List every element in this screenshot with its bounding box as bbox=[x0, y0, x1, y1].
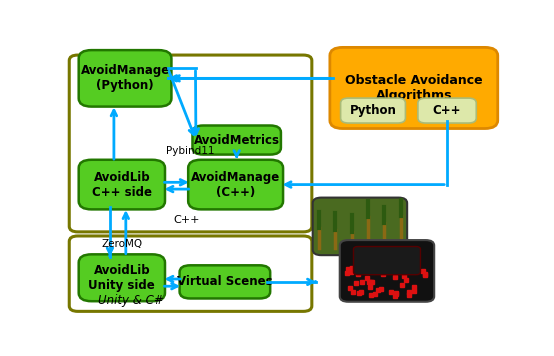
Text: Pybind11: Pybind11 bbox=[166, 146, 214, 157]
FancyBboxPatch shape bbox=[79, 50, 171, 106]
FancyBboxPatch shape bbox=[341, 98, 406, 123]
Text: AvoidManage
(Python): AvoidManage (Python) bbox=[80, 64, 170, 92]
FancyBboxPatch shape bbox=[330, 47, 497, 129]
Text: Virtual Scenes: Virtual Scenes bbox=[177, 276, 273, 288]
Text: AvoidLib
Unity side: AvoidLib Unity side bbox=[89, 264, 155, 292]
FancyBboxPatch shape bbox=[192, 126, 281, 155]
FancyBboxPatch shape bbox=[79, 254, 165, 301]
Text: Python: Python bbox=[350, 104, 397, 117]
Text: AvoidMetrics: AvoidMetrics bbox=[194, 134, 280, 147]
FancyBboxPatch shape bbox=[340, 240, 434, 302]
Text: C++: C++ bbox=[433, 104, 461, 117]
Text: Obstacle Avoidance
Algorithms: Obstacle Avoidance Algorithms bbox=[345, 74, 483, 102]
FancyBboxPatch shape bbox=[353, 246, 420, 275]
FancyBboxPatch shape bbox=[179, 265, 270, 298]
Text: Unity & C#: Unity & C# bbox=[98, 294, 164, 307]
Text: ZeroMQ: ZeroMQ bbox=[102, 239, 143, 249]
FancyBboxPatch shape bbox=[312, 198, 407, 255]
FancyBboxPatch shape bbox=[188, 160, 283, 209]
FancyBboxPatch shape bbox=[79, 160, 165, 209]
FancyBboxPatch shape bbox=[418, 98, 476, 123]
Text: AvoidLib
C++ side: AvoidLib C++ side bbox=[92, 171, 152, 199]
Text: C++: C++ bbox=[173, 215, 200, 225]
Text: AvoidManage
(C++): AvoidManage (C++) bbox=[191, 171, 280, 199]
